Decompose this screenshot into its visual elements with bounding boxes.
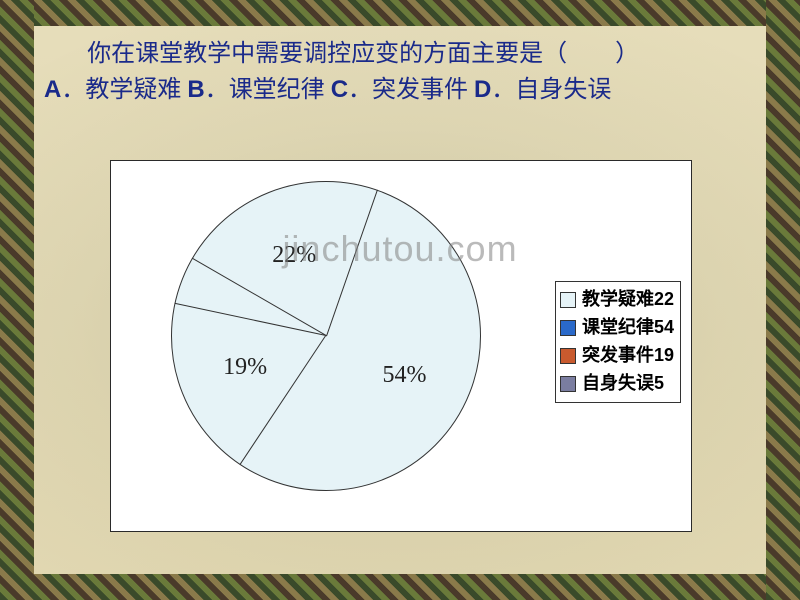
legend-label-1: 课堂纪律54: [582, 314, 674, 342]
decorative-border-bottom: [0, 574, 800, 600]
option-text-d: 自身失误: [515, 77, 611, 103]
legend-row-3: 自身失误5: [560, 370, 674, 398]
option-text-b: 课堂纪律: [229, 77, 325, 103]
option-text-c: 突发事件: [372, 77, 468, 103]
legend-label-3: 自身失误5: [582, 370, 664, 398]
legend-row-2: 突发事件19: [560, 342, 674, 370]
option-letter-d: D: [474, 76, 491, 103]
legend-label-0: 教学疑难22: [582, 286, 674, 314]
slide: 你在课堂教学中需要调控应变的方面主要是（ ） A．教学疑难 B．课堂纪律 C．突…: [0, 0, 800, 600]
option-text-a: 教学疑难: [85, 77, 181, 103]
pie-label-2: 19%: [223, 354, 267, 381]
pie-label-0: 22%: [272, 242, 316, 269]
legend-swatch-2: [560, 348, 576, 364]
legend-label-2: 突发事件19: [582, 342, 674, 370]
pie-label-1: 54%: [383, 362, 427, 389]
option-letter-b: B: [187, 76, 204, 103]
legend-swatch-1: [560, 320, 576, 336]
legend-swatch-3: [560, 376, 576, 392]
legend-row-1: 课堂纪律54: [560, 314, 674, 342]
chart-legend: 教学疑难22 课堂纪律54 突发事件19 自身失误5: [555, 281, 681, 403]
legend-swatch-0: [560, 292, 576, 308]
question-stem: 你在课堂教学中需要调控应变的方面主要是（ ）: [87, 41, 639, 67]
option-letter-a: A: [44, 76, 61, 103]
chart-container: 22% 54% 19% 教学疑难22 课堂纪律54 突发事件19 自身失误5: [110, 160, 692, 532]
legend-row-0: 教学疑难22: [560, 286, 674, 314]
option-letter-c: C: [331, 76, 348, 103]
decorative-border-left: [0, 0, 34, 600]
question-text: 你在课堂教学中需要调控应变的方面主要是（ ） A．教学疑难 B．课堂纪律 C．突…: [44, 36, 764, 108]
decorative-border-right: [766, 0, 800, 600]
decorative-border-top: [0, 0, 800, 26]
